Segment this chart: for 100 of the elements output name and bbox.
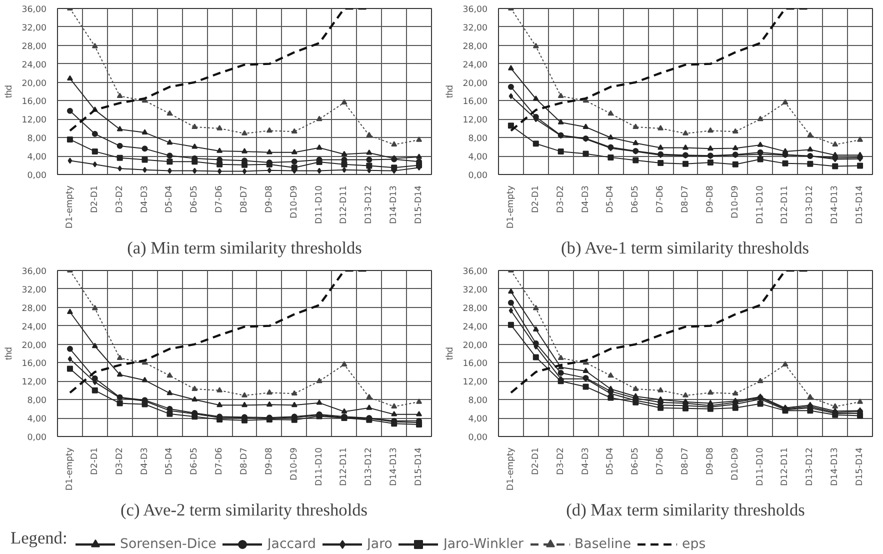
- y-tick-label: 32,00: [462, 23, 488, 34]
- x-tick-label: D13-D12: [805, 186, 816, 224]
- x-tick-label: D6-D5: [190, 447, 200, 475]
- x-tick-label: D1-empty: [506, 185, 516, 229]
- x-tick-label: D5-D4: [164, 185, 175, 213]
- y-tick-label: 16,00: [462, 97, 488, 108]
- x-tick-label: D13-D12: [805, 448, 816, 486]
- y-tick-label: 24,00: [462, 60, 488, 70]
- x-tick-label: D9-D8: [705, 447, 716, 475]
- y-tick-label: 16,00: [22, 359, 46, 370]
- y-tick-label: 0,00: [468, 433, 488, 443]
- x-tick-label: D9-D8: [264, 447, 274, 475]
- x-tick-label: D12-D11: [339, 448, 350, 486]
- x-tick-label: D8-D7: [680, 185, 690, 213]
- x-tick-label: D11-D10: [755, 186, 766, 224]
- x-tick-label: D4-D3: [580, 447, 591, 475]
- y-tick-label: 16,00: [462, 359, 488, 370]
- x-tick-label: D7-D6: [214, 447, 225, 475]
- x-tick-label: D2-D1: [90, 185, 100, 213]
- y-tick-label: 36,00: [22, 5, 46, 15]
- x-tick-label: D7-D6: [656, 185, 666, 213]
- x-tick-label: D12-D11: [780, 448, 790, 486]
- x-tick-label: D9-D8: [264, 185, 274, 213]
- text: (d) Max term similarity thresholds: [566, 500, 806, 520]
- x-tick-label: D9-D8: [705, 185, 716, 213]
- x-tick-label: D3-D2: [556, 185, 566, 213]
- y-tick-label: 12,00: [462, 116, 488, 126]
- legend-label: Baseline: [574, 536, 632, 552]
- x-tick-label: D14-D13: [830, 186, 840, 224]
- x-tick-label: D8-D7: [680, 447, 690, 475]
- legend-label: Jaccard: [267, 536, 316, 552]
- x-tick-label: D15-D14: [855, 185, 866, 224]
- x-tick-label: D8-D7: [240, 447, 250, 475]
- text: (b) Ave-1 term similarity thresholds: [561, 238, 810, 258]
- y-tick-label: 4,00: [27, 414, 47, 425]
- x-tick-label: D1-empty: [64, 447, 75, 491]
- x-tick-label: D1-empty: [506, 447, 516, 491]
- legend-label: eps: [682, 536, 706, 552]
- y-axis-title: thd: [4, 85, 14, 98]
- x-tick-label: D15-D14: [414, 185, 424, 224]
- x-tick-label: D6-D5: [630, 447, 641, 475]
- y-tick-label: 28,00: [22, 42, 46, 52]
- x-tick-label: D5-D4: [164, 447, 175, 475]
- y-tick-label: 24,00: [462, 322, 488, 332]
- x-tick-label: D2-D1: [90, 447, 100, 475]
- x-tick-label: D7-D6: [214, 185, 225, 213]
- legend-title: Legend:: [10, 528, 68, 548]
- x-tick-label: D4-D3: [580, 185, 591, 213]
- y-tick-label: 32,00: [22, 285, 46, 296]
- y-tick-label: 36,00: [462, 5, 488, 15]
- x-tick-label: D13-D12: [364, 448, 374, 486]
- y-tick-label: 8,00: [27, 396, 47, 406]
- y-tick-label: 0,00: [27, 171, 47, 181]
- y-tick-label: 4,00: [468, 152, 488, 163]
- x-tick-label: D8-D7: [240, 185, 250, 213]
- text: (a) Min term similarity thresholds: [127, 238, 362, 258]
- x-tick-label: D10-D9: [730, 447, 740, 480]
- legend-label: Jaro: [366, 536, 392, 552]
- y-tick-label: 0,00: [27, 433, 47, 443]
- y-tick-label: 28,00: [462, 42, 488, 52]
- x-tick-label: D4-D3: [140, 447, 150, 475]
- y-tick-label: 4,00: [468, 414, 488, 425]
- y-axis-title: thd: [4, 347, 14, 360]
- x-tick-label: D5-D4: [606, 185, 616, 213]
- x-tick-label: D13-D12: [364, 186, 374, 224]
- x-tick-label: D10-D9: [289, 185, 300, 218]
- x-tick-label: D15-D14: [855, 447, 866, 486]
- x-tick-label: D5-D4: [606, 447, 616, 475]
- x-tick-label: D15-D14: [414, 447, 424, 486]
- y-tick-label: 4,00: [27, 152, 47, 163]
- x-tick-label: D10-D9: [289, 447, 300, 480]
- x-tick-label: D4-D3: [140, 185, 150, 213]
- x-tick-label: D11-D10: [314, 186, 324, 224]
- y-tick-label: 28,00: [462, 304, 488, 314]
- y-axis-title: thd: [444, 347, 455, 360]
- text: (c) Ave-2 term similarity thresholds: [120, 500, 368, 520]
- x-tick-label: D10-D9: [730, 185, 740, 218]
- x-tick-label: D6-D5: [630, 185, 641, 213]
- y-tick-label: 32,00: [462, 285, 488, 296]
- x-tick-label: D3-D2: [114, 185, 125, 213]
- x-tick-label: D2-D1: [530, 447, 541, 475]
- y-tick-label: 24,00: [22, 322, 46, 332]
- y-tick-label: 36,00: [462, 267, 488, 277]
- y-tick-label: 24,00: [22, 60, 46, 70]
- y-tick-label: 20,00: [22, 78, 46, 89]
- x-tick-label: D14-D13: [389, 448, 400, 486]
- x-tick-label: D6-D5: [190, 185, 200, 213]
- x-tick-label: D14-D13: [830, 448, 840, 486]
- x-tick-label: D3-D2: [114, 447, 125, 475]
- x-tick-label: D2-D1: [530, 185, 541, 213]
- y-tick-label: 28,00: [22, 304, 46, 314]
- y-tick-label: 12,00: [22, 378, 46, 388]
- legend-label: Sorensen-Dice: [120, 536, 216, 552]
- legend-label: Jaro-Winkler: [443, 536, 524, 552]
- x-tick-label: D11-D10: [314, 448, 324, 486]
- x-tick-label: D12-D11: [780, 186, 790, 224]
- y-tick-label: 8,00: [468, 396, 488, 406]
- y-tick-label: 0,00: [468, 171, 488, 181]
- x-tick-label: D3-D2: [556, 447, 566, 475]
- x-tick-label: D12-D11: [339, 186, 350, 224]
